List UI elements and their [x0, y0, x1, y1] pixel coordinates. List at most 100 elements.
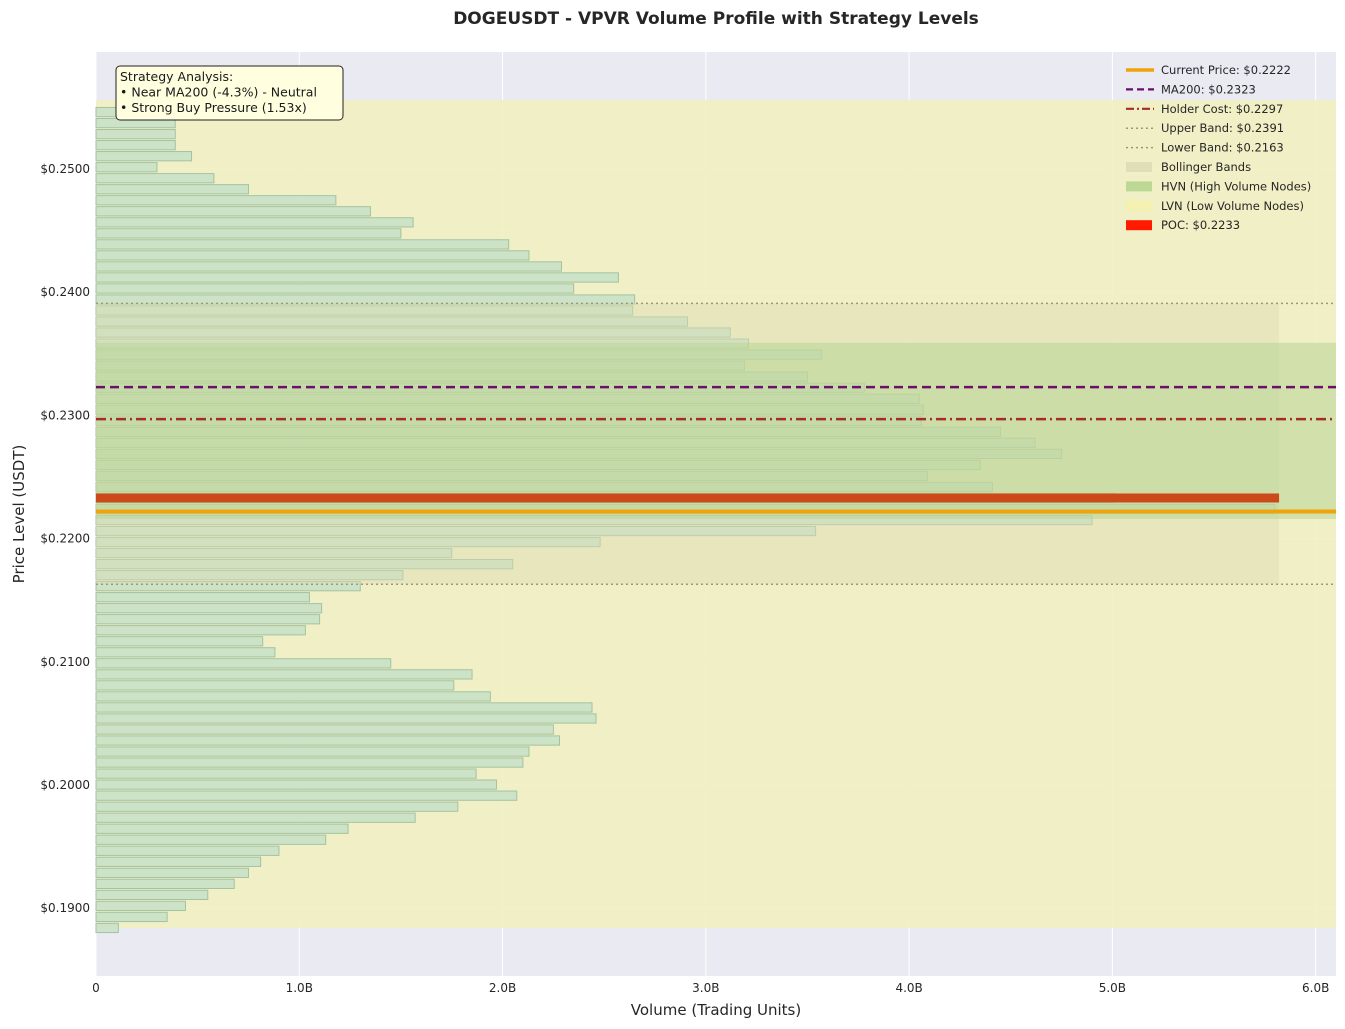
volume-bar	[95, 250, 530, 261]
volume-bar	[95, 536, 601, 548]
legend-label: LVN (Low Volume Nodes)	[1161, 199, 1304, 213]
x-tick-label: 2.0B	[489, 981, 516, 995]
volume-bars	[95, 106, 1336, 934]
y-tick-label: $0.2500	[40, 162, 90, 176]
legend-item: LVN (Low Volume Nodes)	[1126, 199, 1304, 213]
legend-label: MA200: $0.2323	[1161, 82, 1256, 96]
volume-bar	[95, 151, 193, 162]
x-tick-label: 5.0B	[1099, 981, 1126, 995]
legend-label: HVN (High Volume Nodes)	[1161, 179, 1311, 193]
y-tick-label: $0.2300	[40, 408, 90, 422]
volume-bar	[95, 261, 563, 272]
volume-bar	[95, 658, 392, 669]
y-tick-label: $0.1900	[40, 901, 90, 915]
x-axis-label: Volume (Trading Units)	[631, 1001, 801, 1019]
legend: Current Price: $0.2222 MA200: $0.2323 Hold…	[1126, 63, 1311, 232]
volume-bar	[95, 900, 186, 912]
volume-bar	[95, 129, 176, 140]
strategy-level-lines	[96, 302, 1336, 585]
legend-label: POC: $0.2233	[1161, 218, 1240, 232]
volume-bar	[95, 779, 497, 790]
volume-bar	[95, 140, 176, 151]
annotation-box-frame	[115, 65, 344, 121]
y-tick-label: $0.2100	[40, 655, 90, 669]
y-axis-label: Price Level (USDT)	[10, 445, 28, 584]
volume-bar	[95, 834, 327, 845]
x-tick-label: 1.0B	[286, 981, 313, 995]
volume-bar	[95, 239, 510, 250]
legend-swatch	[1126, 200, 1152, 211]
y-tick-label: $0.2200	[40, 532, 90, 546]
volume-bar	[95, 801, 459, 812]
legend-label: Upper Band: $0.2391	[1161, 121, 1284, 135]
legend-item: Lower Band: $0.2163	[1126, 141, 1284, 155]
volume-bar	[95, 867, 249, 878]
volume-bar	[95, 878, 235, 889]
legend-item: HVN (High Volume Nodes)	[1126, 179, 1311, 193]
volume-bar	[95, 206, 371, 217]
volume-bar	[95, 217, 414, 228]
volume-bar	[95, 922, 119, 934]
x-tick-label: 6.0B	[1302, 981, 1329, 995]
legend-swatch	[1126, 162, 1152, 172]
legend-item: Upper Band: $0.2391	[1126, 121, 1284, 135]
volume-bar	[95, 823, 349, 834]
annotation-line: • Strong Buy Pressure (1.53x)	[120, 100, 307, 115]
x-tick-label: 4.0B	[895, 981, 922, 995]
legend-label: Current Price: $0.2222	[1161, 63, 1291, 77]
volume-bar	[95, 294, 636, 305]
volume-bar	[95, 283, 575, 294]
volume-bar	[95, 581, 361, 592]
volume-bar	[95, 525, 817, 537]
volume-bar	[95, 592, 310, 603]
legend-item: Holder Cost: $0.2297	[1126, 102, 1283, 116]
volume-bar	[95, 735, 560, 746]
volume-bar	[95, 625, 306, 636]
volume-bar	[95, 184, 249, 195]
volume-bar	[95, 228, 402, 239]
volume-bar	[95, 856, 262, 867]
volume-bar	[95, 702, 593, 713]
volume-bar	[95, 757, 524, 768]
volume-bar	[95, 713, 597, 724]
volume-bar	[95, 647, 276, 658]
volume-bar	[95, 911, 168, 923]
volume-bar	[95, 570, 404, 581]
y-tick-label: $0.2000	[40, 778, 90, 792]
legend-label: Bollinger Bands	[1161, 160, 1251, 174]
volume-bar	[95, 746, 530, 757]
volume-bar	[95, 790, 518, 801]
poc-bar	[96, 493, 1280, 503]
legend-swatch	[1126, 181, 1152, 192]
volume-bar	[95, 547, 453, 559]
volume-bar	[95, 680, 455, 691]
strategy-analysis-box: Strategy Analysis:• Near MA200 (-4.3%) -…	[115, 65, 344, 121]
legend-label: Holder Cost: $0.2297	[1161, 102, 1283, 116]
legend-item: POC: $0.2233	[1126, 218, 1240, 232]
x-axis-ticks: 0 1.0B 2.0B 3.0B 4.0B 5.0B 6.0B	[92, 981, 1329, 995]
legend-swatch	[1126, 220, 1152, 231]
chart-title: DOGEUSDT - VPVR Volume Profile with Stra…	[453, 9, 979, 29]
volume-bar	[95, 889, 209, 901]
volume-bar	[95, 195, 337, 206]
legend-item: MA200: $0.2323	[1126, 82, 1256, 96]
volume-bar	[95, 669, 473, 680]
x-tick-label: 0	[92, 981, 100, 995]
volume-bar	[95, 768, 477, 779]
volume-bar	[95, 327, 731, 338]
volume-bar	[95, 558, 514, 570]
legend-item: Bollinger Bands	[1126, 160, 1251, 174]
y-axis-ticks: $0.1900 $0.2000 $0.2100 $0.2200 $0.2300 $0.24…	[40, 162, 90, 915]
x-tick-label: 3.0B	[692, 981, 719, 995]
volume-bar	[95, 305, 634, 316]
volume-bar	[95, 614, 321, 625]
volume-bar	[95, 316, 689, 327]
volume-bar	[95, 603, 323, 614]
annotation-line: Strategy Analysis:	[120, 69, 233, 84]
volume-bar	[95, 272, 619, 283]
annotation-line: • Near MA200 (-4.3%) - Neutral	[120, 85, 317, 100]
volume-bar	[95, 636, 264, 647]
legend-label: Lower Band: $0.2163	[1161, 141, 1284, 155]
volume-bar	[95, 691, 491, 702]
